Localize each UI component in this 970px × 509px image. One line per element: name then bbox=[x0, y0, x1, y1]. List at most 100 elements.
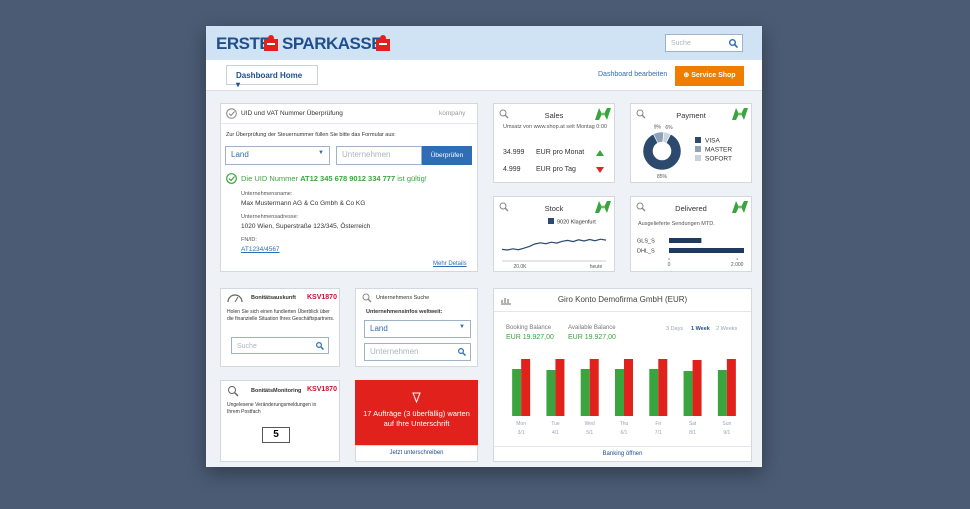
search-icon bbox=[729, 39, 738, 48]
balance-value: EUR 19.927,00 bbox=[506, 334, 554, 341]
legend-swatch bbox=[548, 218, 554, 224]
field-label: Unternehmensname: bbox=[241, 191, 293, 197]
delivered-title: Delivered bbox=[675, 204, 707, 213]
check-button[interactable]: Überprüfen bbox=[422, 146, 472, 165]
orders-text: 17 Aufträge (3 überfällig) warten auf Ih… bbox=[363, 409, 470, 428]
bar bbox=[521, 359, 531, 416]
search-icon bbox=[316, 342, 324, 350]
bar bbox=[683, 371, 693, 416]
monitoring-text: Ungelesene Veränderungsmeldungen in Ihre… bbox=[227, 402, 317, 415]
pie-slice bbox=[642, 133, 682, 171]
search-box[interactable]: Suche bbox=[665, 34, 743, 52]
company-input[interactable]: Unternehmen bbox=[336, 146, 422, 165]
x-tick-label: Sun bbox=[722, 421, 731, 427]
pen-icon bbox=[412, 392, 421, 403]
sales-amount: 4.999 bbox=[503, 166, 521, 173]
stock-title: Stock bbox=[544, 204, 564, 213]
result-suffix: ist gültig! bbox=[397, 174, 427, 183]
edit-link[interactable]: Dashboard bearbeiten bbox=[598, 71, 668, 78]
magnifier-icon bbox=[636, 202, 646, 212]
range-option[interactable]: 2 Weeks bbox=[716, 326, 738, 332]
company: Unternehmen bbox=[342, 150, 391, 159]
company: Unternehmen bbox=[370, 347, 419, 356]
shop-button[interactable]: ⊕ Service Shop bbox=[675, 66, 744, 86]
bar bbox=[669, 238, 702, 243]
magnifier-icon bbox=[499, 202, 509, 212]
bar bbox=[546, 370, 556, 416]
shop-label: Service Shop bbox=[691, 72, 736, 79]
sales-amount: 34.999 bbox=[503, 149, 525, 156]
country: Land bbox=[231, 150, 249, 159]
field-value: AT1234/4567 bbox=[241, 246, 280, 253]
range-option[interactable]: 1 Week bbox=[691, 326, 710, 332]
legend-swatch bbox=[695, 155, 701, 161]
country: Land bbox=[370, 324, 388, 333]
legend-label: MASTER bbox=[705, 147, 732, 154]
dashboard-name: Dashboard Home bbox=[236, 71, 303, 80]
nav-bar: Dashboard Home ▾ Dashboard bearbeiten ⊕ … bbox=[206, 60, 762, 91]
x-tick-label: Tue bbox=[551, 421, 560, 427]
field-label: FN/ID: bbox=[241, 237, 257, 243]
stock-widget: Stock 9020 Klagenfurt 20.0K heute bbox=[493, 196, 615, 272]
sales-subtitle: Umsatz von www.shop.at seit Montag 0:00 bbox=[503, 124, 607, 130]
credit-placeholder: Suche bbox=[237, 343, 257, 350]
credit-title: Bonitätsauskunft bbox=[251, 295, 296, 301]
bar bbox=[624, 359, 633, 416]
orders-widget: 17 Aufträge (3 überfällig) warten auf Ih… bbox=[355, 380, 478, 462]
credit-text: Holen Sie sich einen fundierten Überblic… bbox=[227, 309, 335, 322]
result-number: AT12 345 678 9012 334 777 bbox=[300, 174, 396, 183]
account-widget: Giro Konto Demofirma GmbH (EUR) Booking … bbox=[493, 288, 752, 462]
account-link[interactable]: Banking öffnen bbox=[494, 446, 751, 462]
bar bbox=[658, 359, 668, 416]
country-select[interactable]: Land ▼ bbox=[225, 146, 330, 165]
monitoring-count: 5 bbox=[262, 427, 290, 443]
bar bbox=[555, 359, 565, 416]
company-input[interactable]: Unternehmen bbox=[364, 343, 471, 361]
payment-title: Payment bbox=[676, 111, 706, 120]
header: ERSTE SPARKASSE Suche bbox=[206, 26, 762, 60]
balance-label: Booking Balance bbox=[506, 325, 552, 331]
slice-label: 85% bbox=[657, 174, 668, 180]
company-search-widget: Unternehmens Suche Unternehmensinfos wel… bbox=[355, 288, 478, 367]
bar-label: DHL_S bbox=[637, 249, 655, 255]
x-date-label: 9/1 bbox=[723, 430, 730, 436]
legend-label: VISA bbox=[705, 138, 720, 145]
logo-icon bbox=[264, 35, 278, 51]
orders-alert: 17 Aufträge (3 überfällig) warten auf Ih… bbox=[355, 380, 478, 445]
uid-widget: UID und VAT Nummer Überprüfung kompany Z… bbox=[220, 103, 478, 272]
legend-swatch bbox=[695, 146, 701, 152]
trend-icon bbox=[596, 150, 604, 156]
orders-link[interactable]: Jetzt unterschreiben bbox=[355, 445, 478, 462]
pie-slice bbox=[662, 131, 672, 144]
x-date-label: 8/1 bbox=[689, 430, 696, 436]
result-prefix: Die UID Nummer bbox=[241, 174, 299, 183]
credit-search[interactable]: Suche bbox=[231, 337, 329, 354]
x-date-label: 3/1 bbox=[518, 430, 525, 436]
account-chart: Mon 3/1 Tue 4/1 Wed 5/1 Thu 6/1 Fri 7/1 Sat 8/1 Sun 9… bbox=[512, 359, 736, 436]
account-title: Giro Konto Demofirma GmbH (EUR) bbox=[557, 295, 688, 304]
delivered-widget: Delivered Ausgelieferte Sendungen MTD. G… bbox=[630, 196, 752, 272]
more-link[interactable]: Mehr Details bbox=[433, 261, 467, 267]
country-select[interactable]: Land ▼ bbox=[364, 320, 471, 338]
slice-label: 9% bbox=[654, 124, 662, 130]
x-label: 20.0K bbox=[513, 264, 527, 270]
legend-swatch bbox=[695, 137, 701, 143]
logo-text: SPARKASSE bbox=[282, 34, 383, 53]
dashboard-select[interactable]: Dashboard Home ▾ bbox=[226, 65, 318, 89]
company-search-title: Unternehmens Suche bbox=[376, 295, 430, 301]
x-tick-label: 2.000 bbox=[731, 262, 744, 268]
legend-label: 9020 Klagenfurt bbox=[557, 220, 596, 226]
credit-brand: KSV1870 bbox=[307, 294, 337, 301]
company-search-subtitle: Unternehmensinfos weltweit: bbox=[366, 309, 443, 315]
x-tick-label: Sat bbox=[689, 421, 697, 427]
balance-value: EUR 19.927,00 bbox=[568, 334, 616, 341]
delivered-chart: GLS_S DHL_S 0 2.000 bbox=[637, 238, 744, 268]
bar bbox=[692, 360, 702, 416]
monitor-icon bbox=[228, 386, 239, 397]
field-value: 1020 Wien, Superstraße 123/345, Österrei… bbox=[241, 223, 371, 230]
brand-icon bbox=[595, 108, 611, 120]
sales-label: EUR pro Tag bbox=[536, 166, 576, 173]
range-option[interactable]: 3 Days bbox=[666, 326, 684, 332]
bar bbox=[580, 369, 590, 416]
bar bbox=[717, 370, 727, 416]
